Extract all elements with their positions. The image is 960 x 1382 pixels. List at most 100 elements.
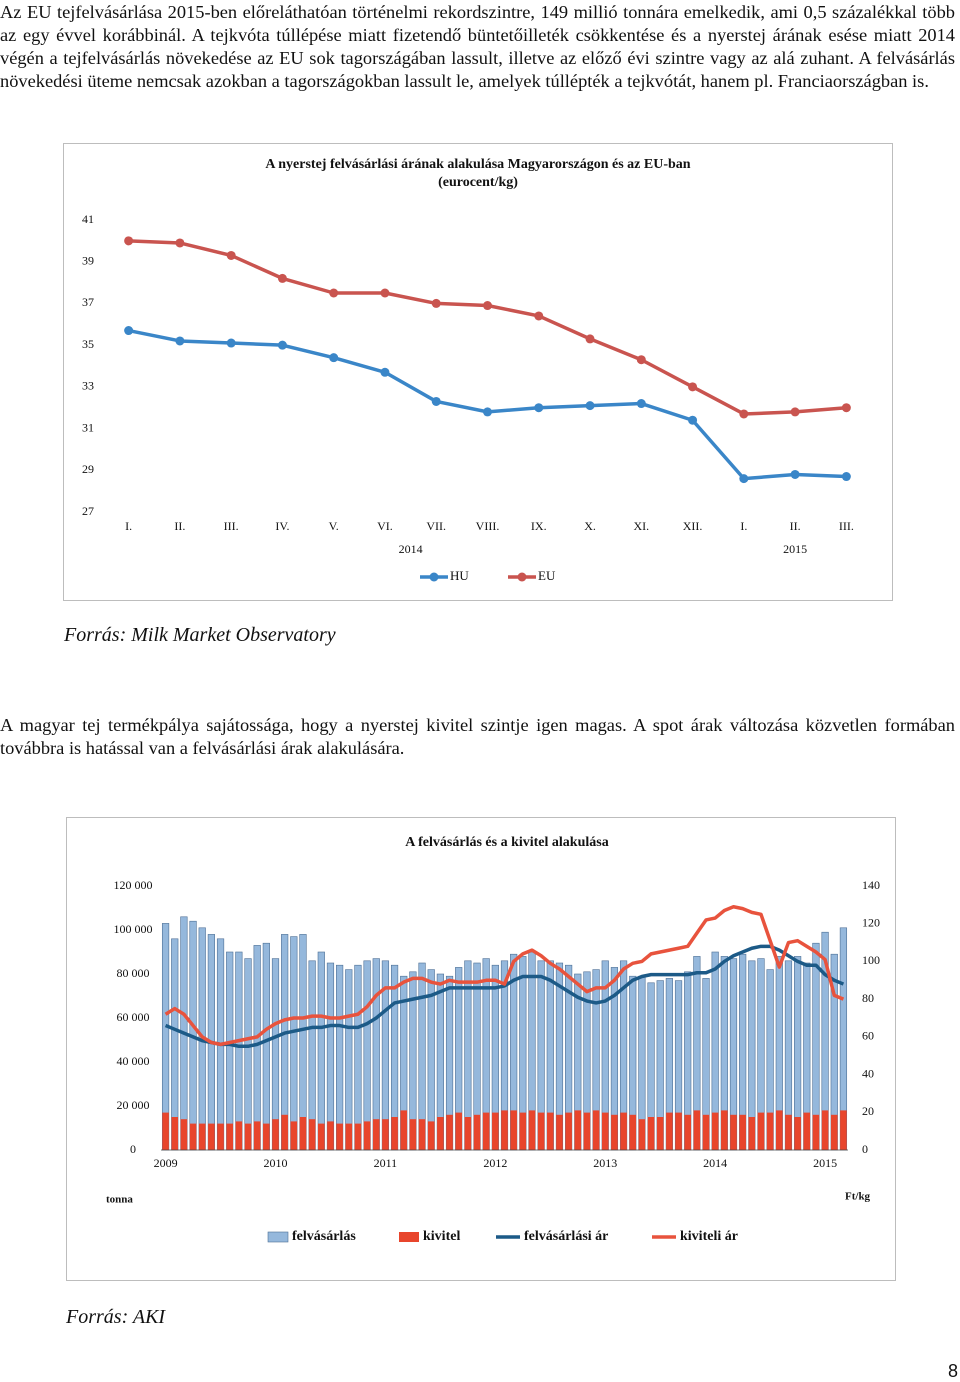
bar — [464, 1117, 472, 1150]
x-tick-label: III. — [839, 519, 854, 533]
chart-frame — [63, 143, 893, 601]
point — [688, 382, 698, 392]
x-tick-label: VI. — [377, 519, 393, 533]
bar — [821, 1110, 829, 1150]
bar — [244, 1123, 252, 1150]
point — [277, 273, 287, 283]
paragraph: Az EU tejfelvásárlása 2015-ben előreláth… — [0, 2, 955, 91]
y-tick-label: 120 000 — [114, 878, 153, 892]
x-tick-label: 2011 — [374, 1156, 398, 1170]
legend-swatch — [399, 1232, 419, 1242]
legend-label: EU — [538, 568, 556, 583]
point — [124, 236, 134, 246]
legend-marker — [517, 572, 527, 582]
legend-marker — [429, 572, 439, 582]
legend-label: HU — [450, 568, 469, 583]
bar — [391, 1117, 398, 1150]
point — [431, 396, 441, 406]
bar — [739, 1114, 746, 1150]
bar — [583, 1112, 591, 1150]
bar — [693, 1110, 701, 1150]
point — [277, 340, 287, 350]
point — [688, 415, 698, 425]
bar — [418, 1119, 426, 1150]
legend-label: kivitel — [423, 1229, 460, 1244]
bar — [840, 1110, 847, 1150]
y-tick-label: 100 000 — [114, 922, 153, 936]
x-tick-label: I. — [125, 519, 132, 533]
bar — [675, 1112, 682, 1150]
bar — [601, 1112, 609, 1150]
bar — [556, 1114, 563, 1150]
point — [175, 238, 185, 248]
bar — [372, 1119, 380, 1150]
x-tick-label: 2013 — [593, 1156, 617, 1170]
x-tick-label: 2015 — [813, 1156, 837, 1170]
bar — [299, 1117, 307, 1150]
bar — [611, 1114, 618, 1150]
bar — [354, 964, 362, 1151]
bar — [427, 1121, 435, 1150]
bar — [308, 1119, 316, 1150]
bar — [812, 1114, 820, 1150]
x-tick-label: VIII. — [476, 519, 500, 533]
point — [841, 403, 851, 413]
bar — [226, 951, 234, 1151]
y-tick-label: 0 — [130, 1142, 136, 1156]
bar — [803, 1112, 811, 1150]
bar — [446, 1114, 453, 1150]
bar — [253, 945, 261, 1151]
bar — [281, 1114, 288, 1150]
bar — [290, 1121, 298, 1150]
bar — [473, 1114, 481, 1150]
y-tick-label: 37 — [82, 295, 94, 309]
bar — [263, 1123, 270, 1150]
point — [790, 469, 800, 479]
point — [585, 334, 595, 344]
bar — [409, 1119, 417, 1150]
bar — [272, 1119, 279, 1150]
y-tick-label: 40 000 — [117, 1054, 150, 1068]
bar — [565, 1112, 572, 1150]
bar — [226, 1123, 233, 1150]
x-tick-label: II. — [174, 519, 185, 533]
bar — [336, 1123, 343, 1150]
bar — [592, 1110, 600, 1150]
y2-tick-label: 40 — [862, 1066, 874, 1080]
source: Forrás: Milk Market Observatory — [64, 624, 336, 646]
y2-tick-label: 0 — [862, 1142, 868, 1156]
point — [534, 403, 544, 413]
series-line — [128, 239, 847, 416]
x-tick-label: IV. — [275, 519, 289, 533]
bar — [702, 1114, 710, 1150]
paragraph: A magyar tej termékpálya sajátossága, ho… — [0, 715, 955, 758]
bar — [354, 1123, 362, 1150]
y-tick-label: 27 — [82, 504, 94, 518]
bar — [647, 1117, 655, 1150]
bar — [217, 1123, 224, 1150]
point — [175, 336, 185, 346]
page-number: 8 — [948, 1361, 959, 1381]
point — [124, 326, 134, 336]
bar — [510, 1110, 517, 1150]
source: Forrás: AKI — [66, 1306, 166, 1328]
bar — [198, 1123, 206, 1150]
y-tick-label: 39 — [82, 253, 94, 267]
bar — [482, 1112, 490, 1150]
y2-tick-label: 120 — [862, 915, 880, 929]
y2-tick-label: 60 — [862, 1029, 874, 1043]
series-line — [128, 328, 847, 481]
bar — [501, 1110, 508, 1150]
bar — [262, 942, 270, 1151]
bar — [235, 951, 243, 1151]
bar — [656, 1117, 664, 1150]
chart-frame — [66, 817, 896, 1281]
bar — [757, 1112, 765, 1150]
x-tick-label: X. — [584, 519, 596, 533]
bar — [290, 936, 298, 1151]
point — [380, 288, 390, 298]
bar — [574, 1110, 582, 1150]
point — [226, 338, 236, 348]
chart-title: A nyerstej felvásárlási árának alakulása… — [265, 157, 690, 172]
